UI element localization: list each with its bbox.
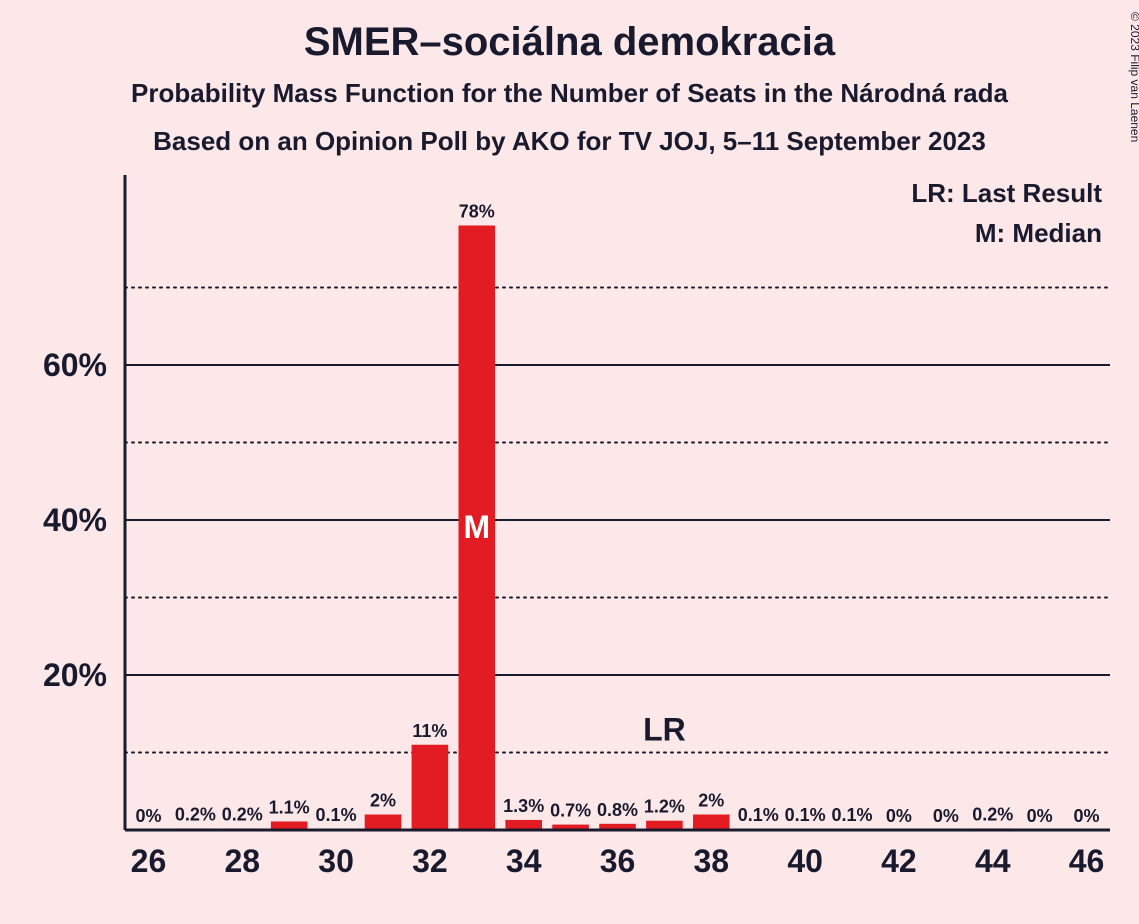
- bar-value-label: 2%: [698, 791, 724, 811]
- x-axis-tick-label: 36: [600, 843, 636, 879]
- bar-value-label: 0.1%: [738, 805, 779, 825]
- copyright-text: © 2023 Filip van Laenen: [1128, 12, 1139, 142]
- bar-value-label: 0.2%: [972, 804, 1013, 824]
- bar: [693, 815, 730, 831]
- bar-value-label: 0.8%: [597, 800, 638, 820]
- chart-subtitle-2: Based on an Opinion Poll by AKO for TV J…: [153, 126, 986, 156]
- x-axis-tick-label: 26: [131, 843, 167, 879]
- x-axis-tick-label: 28: [224, 843, 260, 879]
- x-axis-tick-label: 30: [318, 843, 354, 879]
- bar-value-label: 0.1%: [832, 805, 873, 825]
- chart-subtitle-1: Probability Mass Function for the Number…: [131, 78, 1008, 108]
- x-axis-tick-label: 44: [975, 843, 1011, 879]
- bar-value-label: 1.2%: [644, 797, 685, 817]
- bar-value-label: 0.1%: [316, 805, 357, 825]
- x-axis-tick-label: 38: [694, 843, 730, 879]
- bar-value-label: 0%: [1027, 806, 1053, 826]
- bar: [412, 745, 449, 830]
- svg-text:© 2023 Filip van Laenen: © 2023 Filip van Laenen: [1128, 12, 1139, 142]
- bar-value-label: 0%: [886, 806, 912, 826]
- bar-value-label: 78%: [459, 202, 495, 222]
- last-result-marker: LR: [643, 712, 686, 748]
- bar-value-label: 0%: [1074, 806, 1100, 826]
- legend-last-result: LR: Last Result: [911, 178, 1102, 208]
- bar-value-label: 2%: [370, 791, 396, 811]
- bar-value-label: 0.2%: [222, 804, 263, 824]
- chart-container: SMER–sociálna demokracia Probability Mass…: [0, 0, 1139, 924]
- bar-value-label: 0.2%: [175, 804, 216, 824]
- chart-svg: SMER–sociálna demokracia Probability Mass…: [0, 0, 1139, 924]
- bar-value-label: 1.1%: [269, 797, 310, 817]
- x-axis-tick-label: 42: [881, 843, 917, 879]
- bar-value-label: 11%: [412, 721, 447, 741]
- median-marker: M: [463, 509, 490, 545]
- y-axis-tick-label: 60%: [43, 347, 107, 383]
- x-axis-tick-label: 40: [787, 843, 823, 879]
- bar-value-label: 1.3%: [503, 796, 544, 816]
- legend-median: M: Median: [975, 218, 1102, 248]
- bar-value-label: 0%: [135, 806, 161, 826]
- bar: [505, 820, 542, 830]
- y-axis-tick-label: 20%: [43, 657, 107, 693]
- y-axis-tick-label: 40%: [43, 502, 107, 538]
- bar-value-label: 0%: [933, 806, 959, 826]
- x-axis-tick-label: 46: [1069, 843, 1105, 879]
- bar-value-label: 0.7%: [550, 801, 591, 821]
- bar-value-label: 0.1%: [785, 805, 826, 825]
- bar: [365, 815, 402, 831]
- x-axis-tick-label: 32: [412, 843, 448, 879]
- x-axis-tick-label: 34: [506, 843, 542, 879]
- chart-title: SMER–sociálna demokracia: [304, 20, 836, 64]
